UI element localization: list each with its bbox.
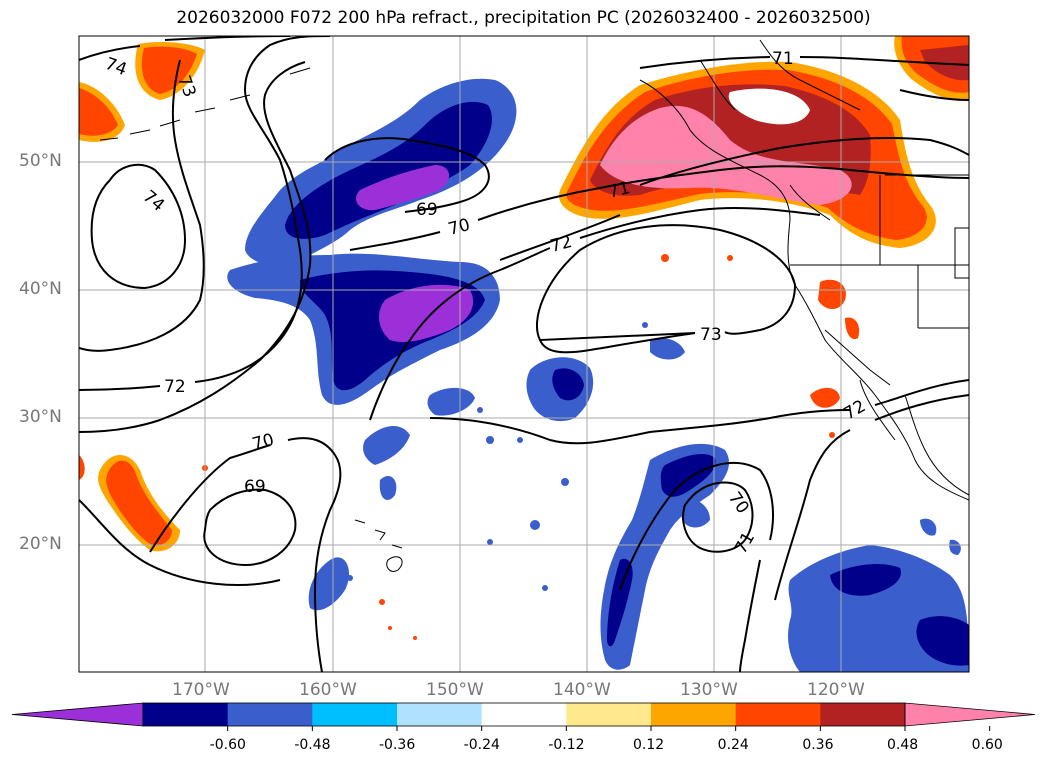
contour-70-loop (682, 481, 754, 553)
contour-label: 73 (700, 325, 722, 345)
lon-label-120w: 120°W (807, 680, 865, 700)
hawaii-islands (354, 519, 403, 572)
lat-label-30n: 30°N (19, 407, 62, 427)
lon-label-150w: 150°W (426, 680, 484, 700)
contour-73-north (79, 59, 205, 352)
colorbar-tick-label: -0.60 (209, 737, 246, 753)
map-title: 2026032000 F072 200 hPa refract., precip… (176, 8, 871, 28)
colorbar-segment (312, 703, 398, 726)
lat-label-50n: 50°N (19, 151, 62, 171)
map-frame (78, 35, 970, 673)
precip-negative-regions (227, 78, 969, 672)
lon-label-170w: 170°W (172, 680, 230, 700)
contour-72-southeast (774, 394, 969, 601)
contour-70-north (349, 165, 969, 251)
colorbar-segment (143, 703, 229, 726)
graticule (79, 36, 969, 672)
colorbar-tick-label: -0.48 (294, 737, 331, 753)
contour-70-a (149, 437, 342, 672)
contour-label: 71 (772, 49, 794, 69)
contour-70-inner (79, 499, 281, 586)
contour-69-south (203, 488, 297, 567)
colorbar-arrow-low (11, 702, 144, 727)
contour-label: 69 (416, 200, 438, 220)
colorbar-segment (397, 703, 483, 726)
colorbar-segment (227, 703, 313, 726)
contour-71-loop (619, 462, 774, 672)
colorbar-tick-label: 0.60 (971, 737, 1003, 753)
colorbar-segment (566, 703, 652, 726)
colorbar-tick-label: 0.36 (802, 737, 834, 753)
contour-label: 72 (164, 377, 186, 397)
colorbar-segment (820, 703, 906, 726)
colorbar (11, 702, 1036, 731)
colorbar-segment (735, 703, 821, 726)
colorbar-segment (651, 703, 737, 726)
colorbar-segment (481, 703, 567, 726)
colorbar-tick-label: 0.48 (887, 737, 919, 753)
colorbar-tick-label: 0.24 (717, 737, 749, 753)
aleutian-islands (99, 67, 311, 141)
political-borders (790, 174, 969, 386)
colorbar-tick-label: -0.36 (379, 737, 416, 753)
contour-72-a (79, 36, 331, 391)
lon-label-130w: 130°W (680, 680, 738, 700)
colorbar-tick-label: 0.12 (633, 737, 665, 753)
lon-label-160w: 160°W (299, 680, 357, 700)
lon-label-140w: 140°W (553, 680, 611, 700)
colorbar-tick-label: -0.24 (463, 737, 500, 753)
precip-region-subtropical-trough (600, 443, 730, 670)
contour-label: 69 (244, 477, 266, 497)
contour-72-south (429, 379, 969, 445)
precip-positive-regions (79, 36, 969, 640)
contour-71-coast (639, 56, 969, 69)
contour-74-loop (90, 163, 187, 290)
lat-label-40n: 40°N (19, 279, 62, 299)
colorbar-tick-label: -0.12 (548, 737, 585, 753)
lat-label-20n: 20°N (19, 534, 62, 554)
contour-72-north (369, 206, 821, 421)
colorbar-arrow-high (904, 702, 1036, 727)
contour-71-a (79, 61, 312, 433)
contour-71-north (499, 137, 969, 261)
colorbar-frame (142, 702, 906, 727)
contour-73-closed (535, 224, 797, 354)
refractivity-contours (79, 36, 969, 672)
contour-73-east (899, 89, 969, 101)
contour-69-north (324, 137, 490, 213)
